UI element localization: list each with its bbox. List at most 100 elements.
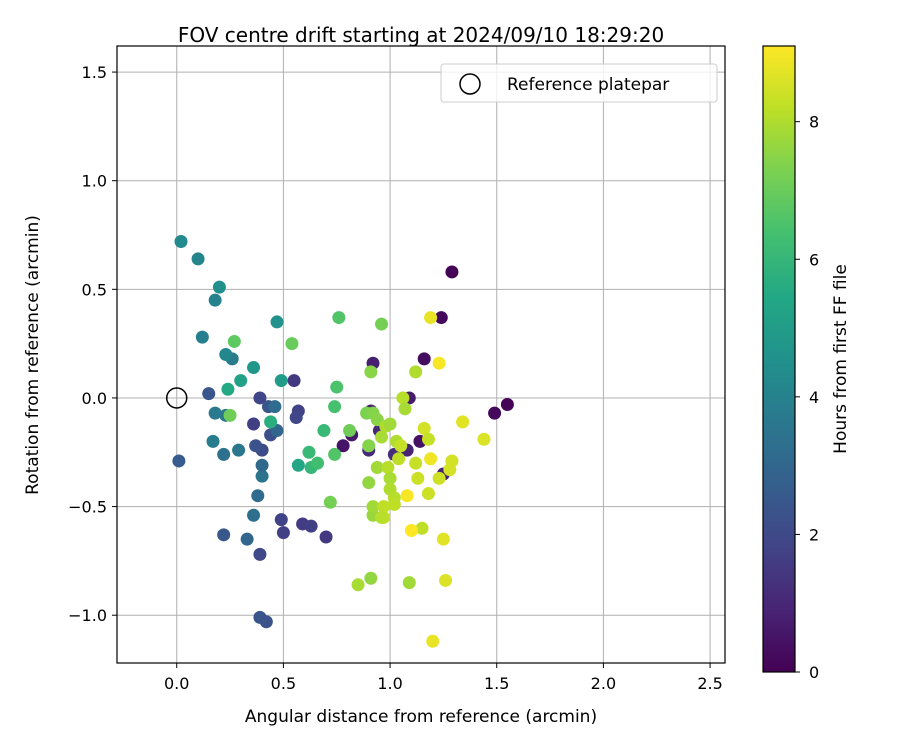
data-point — [332, 311, 346, 325]
y-axis-label: Rotation from reference (arcmin) — [23, 215, 43, 495]
legend-entry-reference-platepar: Reference platepar — [507, 75, 669, 95]
data-point — [219, 348, 233, 361]
data-point — [387, 497, 401, 511]
data-point — [404, 523, 418, 537]
data-point — [375, 430, 389, 444]
data-point — [417, 352, 431, 366]
data-point — [364, 571, 378, 585]
reference-platepar-marker — [165, 387, 188, 409]
data-point — [383, 471, 397, 485]
data-point — [206, 434, 220, 448]
data-point — [336, 439, 350, 453]
data-point — [375, 510, 389, 524]
data-point — [426, 634, 440, 648]
data-point — [328, 447, 342, 461]
data-point — [319, 530, 333, 544]
data-point — [251, 489, 265, 503]
data-point — [274, 513, 288, 527]
data-point — [500, 397, 514, 411]
data-point — [421, 432, 435, 446]
data-point — [285, 337, 299, 351]
data-point — [362, 439, 376, 453]
data-point — [208, 406, 222, 420]
data-point — [274, 374, 288, 388]
data-point — [409, 365, 423, 379]
data-point — [424, 452, 438, 466]
data-points — [172, 235, 514, 648]
data-point — [289, 411, 303, 425]
data-point — [417, 421, 431, 435]
data-point — [366, 500, 380, 514]
data-point — [191, 252, 205, 266]
data-point — [227, 334, 241, 348]
colorbar-tick-label: 8 — [809, 113, 819, 132]
data-point — [234, 374, 248, 388]
data-point — [247, 361, 261, 375]
data-point — [411, 471, 425, 485]
legend: Reference platepar — [440, 63, 718, 103]
data-point — [409, 456, 423, 470]
data-point — [259, 615, 273, 629]
colorbar-tick-label: 2 — [809, 525, 819, 544]
data-point — [370, 460, 384, 474]
data-point — [232, 443, 246, 457]
data-point — [172, 454, 186, 468]
grid — [117, 46, 725, 663]
colorbar-tick-label: 0 — [809, 663, 819, 682]
data-point — [311, 456, 325, 470]
data-point — [217, 447, 231, 461]
data-point — [424, 311, 438, 325]
data-point — [392, 452, 406, 466]
colorbar: 0 2 4 6 8 Hours from first FF file — [762, 45, 851, 682]
data-point — [383, 417, 397, 431]
y-tick-label: 1.5 — [82, 63, 107, 82]
y-tick-label: −0.5 — [68, 498, 107, 517]
legend-marker — [459, 73, 481, 95]
colorbar-tick-label: 4 — [809, 388, 819, 407]
legend-box — [440, 63, 718, 103]
x-tick-label: 1.5 — [484, 674, 509, 693]
data-point — [270, 315, 284, 329]
data-point — [264, 415, 278, 429]
data-point — [247, 417, 261, 431]
y-tick-label: 1.0 — [82, 172, 107, 191]
data-point — [223, 408, 237, 422]
data-point — [212, 280, 226, 294]
data-point — [253, 391, 267, 405]
data-point — [240, 532, 254, 546]
y-tick-label: 0.5 — [82, 280, 107, 299]
data-point — [304, 519, 318, 533]
data-point — [415, 521, 429, 535]
data-point — [330, 380, 344, 394]
data-point — [247, 508, 261, 522]
data-point — [477, 432, 491, 446]
colorbar-label: Hours from first FF file — [831, 264, 851, 454]
data-point — [375, 317, 389, 331]
data-point — [208, 293, 222, 307]
data-point — [287, 374, 301, 388]
data-point — [253, 547, 267, 561]
data-point — [398, 402, 412, 416]
colorbar-gradient — [762, 45, 796, 673]
y-tick-label: −1.0 — [68, 606, 107, 625]
data-point — [445, 265, 459, 279]
x-tick-label: 0.5 — [271, 674, 296, 693]
plot-frame — [116, 45, 726, 664]
colorbar-ticks: 0 2 4 6 8 — [795, 113, 819, 682]
x-axis-ticks: 0.0 0.5 1.0 1.5 2.0 2.5 — [164, 663, 723, 693]
data-point — [351, 578, 365, 592]
data-point — [456, 415, 470, 429]
x-tick-label: 0.0 — [164, 674, 189, 693]
y-axis-ticks: −1.0 −0.5 0.0 0.5 1.0 1.5 — [68, 63, 117, 625]
data-point — [394, 439, 408, 453]
data-point — [249, 439, 263, 453]
data-point — [195, 330, 209, 344]
data-point — [255, 469, 269, 483]
data-point — [291, 458, 305, 472]
x-tick-label: 1.0 — [377, 674, 402, 693]
data-point — [436, 532, 450, 546]
data-point — [217, 528, 231, 542]
x-tick-label: 2.5 — [697, 674, 722, 693]
data-point — [432, 471, 446, 485]
